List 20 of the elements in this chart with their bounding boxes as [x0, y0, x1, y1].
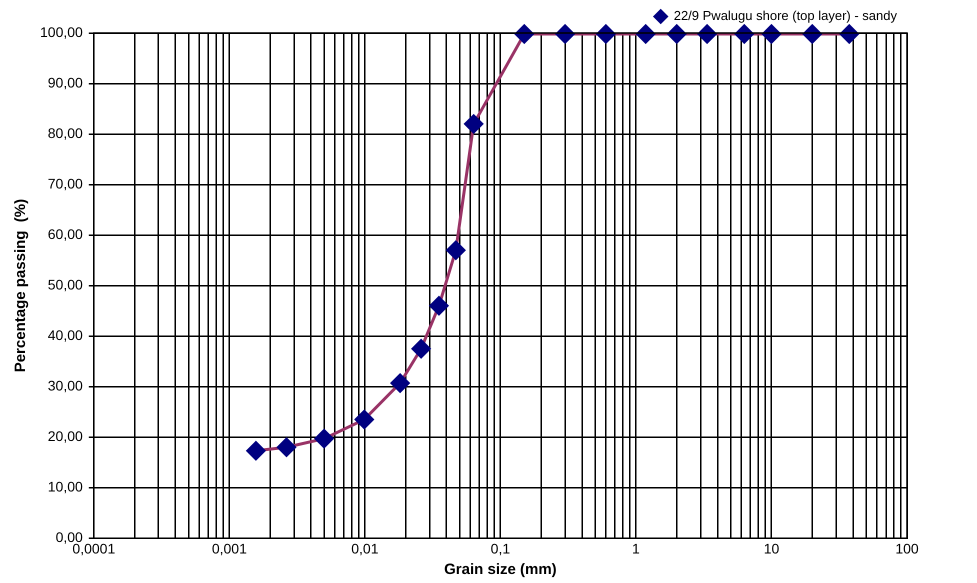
x-axis-title: Grain size (mm): [444, 561, 557, 578]
x-tick-label: 0,1: [490, 540, 510, 556]
y-tick-label: 0,00: [56, 529, 84, 546]
x-tick-label: 0,001: [212, 540, 248, 556]
y-tick-label: 50,00: [48, 276, 84, 292]
y-tick-label: 10,00: [48, 478, 84, 495]
y-tick-label: 30,00: [48, 378, 84, 394]
y-tick-label: 40,00: [48, 326, 84, 343]
y-tick-label: 90,00: [48, 74, 84, 90]
y-tick-label: 60,00: [48, 226, 84, 242]
x-tick-label: 1: [632, 540, 640, 556]
legend-label: 22/9 Pwalugu shore (top layer) - sandy: [674, 8, 898, 24]
x-tick-label: 100: [895, 540, 919, 556]
y-tick-label: 100,00: [40, 24, 84, 40]
y-axis-title: Percentage passing (%): [12, 198, 30, 372]
y-tick-label: 20,00: [48, 428, 84, 444]
x-tick-label: 0,01: [351, 540, 379, 556]
y-tick-label: 80,00: [48, 124, 84, 141]
x-tick-label: 10: [764, 540, 780, 556]
y-tick-label: 70,00: [48, 175, 84, 192]
